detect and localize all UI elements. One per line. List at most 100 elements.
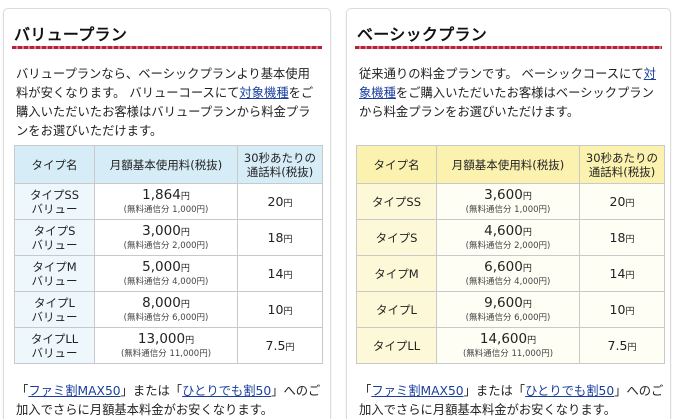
monthly-fee-cell: 13,000円 (無料通信分 11,000円)	[94, 327, 238, 364]
price-amount: 4,600	[484, 222, 523, 239]
plan-type-suffix: バリュー	[31, 201, 78, 216]
value-desc-text-2: をご購入いただいたお客様はバリュープランから料金プランをお選びいただけます。	[16, 86, 314, 138]
value-foot-text-1: 「	[16, 384, 29, 398]
yen-unit: 円	[283, 307, 293, 317]
header-call-rate-line1: 30秒あたりの	[243, 150, 317, 165]
yen-unit: 円	[180, 299, 190, 310]
call-rate-cell: 14円	[237, 255, 323, 292]
table-row: タイプL 9,600円 (無料通信分 6,000円) 10円	[356, 291, 665, 328]
basic-plan-panel: ベーシックプラン 従来通りの料金プランです。 ベーシックコースにて対象機種をご購…	[346, 8, 671, 419]
header-type-name: タイプ名	[14, 145, 95, 184]
call-rate-cell: 20円	[579, 183, 665, 220]
plan-type-name: タイプS	[33, 223, 76, 238]
table-row: タイプS 4,600円 (無料通信分 2,000円) 18円	[356, 219, 665, 256]
header-call-rate: 30秒あたりの 通話料(税抜)	[579, 145, 665, 184]
call-rate-value: 7.5	[265, 338, 286, 353]
table-row: タイプSS 3,600円 (無料通信分 1,000円) 20円	[356, 183, 665, 220]
price-amount: 14,600	[479, 330, 528, 347]
header-call-rate: 30秒あたりの 通話料(税抜)	[237, 145, 323, 184]
monthly-fee-value: 3,600円	[437, 186, 579, 205]
plan-name-cell: タイプL バリュー	[14, 291, 95, 328]
famiwari-max50-link[interactable]: ファミ割MAX50	[28, 384, 121, 398]
basic-target-models-link[interactable]: 対象機種	[359, 67, 656, 100]
call-rate-cell: 10円	[579, 291, 665, 328]
value-plan-panel: バリュープラン バリュープランなら、ベーシックプランより基本使用料が安くなります…	[3, 8, 331, 419]
famiwari-max50-link[interactable]: ファミ割MAX50	[371, 384, 464, 398]
free-call-allowance: (無料通信分 6,000円)	[465, 312, 551, 323]
call-rate-value: 10	[267, 302, 284, 317]
value-plan-table: タイプ名 月額基本使用料(税抜) 30秒あたりの 通話料(税抜) タイプSS バリュ…	[14, 145, 323, 364]
monthly-fee-value: 8,000円	[95, 295, 237, 313]
monthly-fee-value: 13,000円	[95, 330, 237, 349]
yen-unit: 円	[185, 335, 195, 346]
yen-unit: 円	[283, 271, 293, 281]
yen-unit: 円	[522, 191, 532, 202]
plan-type-name: タイプL	[376, 302, 417, 317]
yen-unit: 円	[283, 235, 293, 245]
header-type-name: タイプ名	[356, 145, 437, 184]
table-row: タイプS バリュー 3,000円 (無料通信分 2,000円) 18円	[14, 219, 323, 256]
monthly-fee-value: 6,600円	[437, 259, 579, 277]
plan-type-name: タイプM	[374, 266, 419, 281]
yen-unit: 円	[522, 227, 532, 238]
free-call-allowance: (無料通信分 4,000円)	[465, 276, 551, 287]
call-rate-value: 10	[609, 302, 626, 317]
price-amount: 5,000	[142, 258, 181, 275]
yen-unit: 円	[180, 263, 190, 274]
monthly-fee-value: 14,600円	[437, 330, 579, 349]
price-amount: 3,000	[142, 222, 181, 239]
table-header-row: タイプ名 月額基本使用料(税抜) 30秒あたりの 通話料(税抜)	[14, 145, 323, 184]
monthly-fee-cell: 14,600円 (無料通信分 11,000円)	[436, 327, 580, 364]
plan-type-name: タイプS	[375, 230, 418, 245]
value-plan-title-rule	[12, 46, 322, 49]
table-header-row: タイプ名 月額基本使用料(税抜) 30秒あたりの 通話料(税抜)	[356, 145, 665, 184]
basic-discount-note: 「ファミ割MAX50」または「ひとりでも割50」へのご加入でさらに月額基本料金が…	[359, 382, 664, 419]
call-rate-value: 20	[267, 194, 284, 209]
yen-unit: 円	[180, 191, 190, 202]
hitoride-mo-wari50-link[interactable]: ひとりでも割50	[525, 384, 615, 398]
plan-name-cell: タイプLL バリュー	[14, 327, 95, 364]
free-call-allowance: (無料通信分 2,000円)	[123, 240, 209, 251]
basic-plan-table: タイプ名 月額基本使用料(税抜) 30秒あたりの 通話料(税抜) タイプSS 3,6…	[356, 145, 665, 364]
value-foot-text-3: 」へのご加入でさらに月額基本料金がお安くなります。	[16, 384, 321, 417]
value-discount-note: 「ファミ割MAX50」または「ひとりでも割50」へのご加入でさらに月額基本料金が…	[16, 382, 324, 419]
hitoride-mo-wari50-link[interactable]: ひとりでも割50	[182, 384, 272, 398]
price-amount: 3,600	[484, 186, 523, 203]
price-amount: 9,600	[484, 294, 523, 311]
yen-unit: 円	[625, 199, 635, 209]
call-rate-cell: 18円	[237, 219, 323, 256]
price-amount: 1,864	[142, 186, 181, 203]
plan-type-name: タイプSS	[371, 194, 422, 209]
monthly-fee-value: 5,000円	[95, 258, 237, 277]
price-amount: 13,000	[137, 330, 186, 347]
plan-type-name: タイプSS	[29, 187, 80, 202]
basic-plan-title: ベーシックプラン	[357, 25, 488, 44]
value-target-models-link[interactable]: 対象機種	[239, 86, 289, 100]
value-plan-description: バリュープランなら、ベーシックプランより基本使用料が安くなります。 バリューコー…	[16, 65, 322, 141]
yen-unit: 円	[625, 271, 635, 281]
value-foot-text-2: 」または「	[120, 384, 183, 398]
basic-plan-title-rule	[355, 46, 662, 49]
yen-unit: 円	[180, 227, 190, 238]
plan-type-suffix: バリュー	[31, 237, 78, 252]
plan-name-cell: タイプSS バリュー	[14, 183, 95, 220]
free-call-allowance: (無料通信分 11,000円)	[120, 348, 212, 359]
basic-foot-text-1: 「	[359, 384, 372, 398]
plan-type-suffix: バリュー	[31, 309, 78, 324]
yen-unit: 円	[522, 263, 532, 274]
header-call-rate-line2: 通話料(税抜)	[588, 164, 656, 179]
call-rate-cell: 14円	[579, 255, 665, 292]
plan-name-cell: タイプM バリュー	[14, 255, 95, 292]
call-rate-cell: 7.5円	[237, 327, 323, 364]
table-row: タイプM バリュー 5,000円 (無料通信分 4,000円) 14円	[14, 255, 323, 292]
monthly-fee-value: 4,600円	[437, 222, 579, 241]
basic-foot-text-3: 」へのご加入でさらに月額基本料金がお安くなります。	[359, 384, 664, 417]
call-rate-value: 7.5	[607, 338, 628, 353]
call-rate-value: 20	[609, 194, 626, 209]
monthly-fee-cell: 8,000円 (無料通信分 6,000円)	[94, 291, 238, 328]
free-call-allowance: (無料通信分 4,000円)	[123, 276, 209, 287]
plan-type-name: タイプLL	[372, 338, 421, 353]
call-rate-value: 14	[609, 266, 626, 281]
plan-name-cell: タイプS バリュー	[14, 219, 95, 256]
plan-name-cell: タイプLL	[356, 327, 437, 364]
